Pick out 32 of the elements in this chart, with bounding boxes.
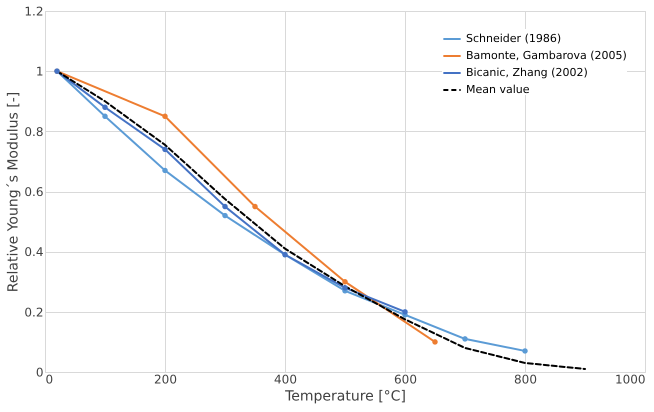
point (402, 309, 408, 315)
point (342, 279, 348, 284)
point (522, 348, 528, 354)
point (432, 339, 438, 345)
x-tick-label: 1000 (614, 372, 646, 386)
point (222, 212, 228, 218)
legend-label: Mean value (466, 83, 530, 96)
point (462, 336, 468, 342)
legend-label: Schneider (1986) (466, 32, 562, 45)
legend-label: Bamonte, Gambarova (2005) (466, 49, 627, 62)
point (162, 114, 168, 120)
x-axis-title: Temperature [°C] (284, 388, 406, 404)
y-tick-label: 0.4 (24, 245, 44, 260)
x-tick-label: 400 (274, 372, 297, 386)
point (252, 204, 258, 210)
point (162, 168, 168, 174)
point (162, 146, 168, 152)
y-tick-label: 0.2 (24, 305, 44, 320)
y-tick-label: 1 (36, 64, 44, 79)
x-tick-label: 0 (46, 372, 54, 386)
y-axis-title: Relative Young´s Modulus [-] (5, 92, 22, 292)
point (102, 104, 108, 110)
point (222, 204, 228, 210)
x-tick-label: 200 (154, 372, 177, 386)
x-tick-label: 600 (394, 372, 417, 386)
y-tick-label: 1.2 (24, 4, 44, 18)
x-tick-label: 800 (514, 372, 537, 386)
y-tick-label: 0.6 (24, 185, 44, 199)
point (102, 114, 108, 120)
legend-label: Bicanic, Zhang (2002) (466, 66, 588, 79)
point (342, 285, 348, 290)
y-tick-label: 0.8 (24, 124, 44, 139)
